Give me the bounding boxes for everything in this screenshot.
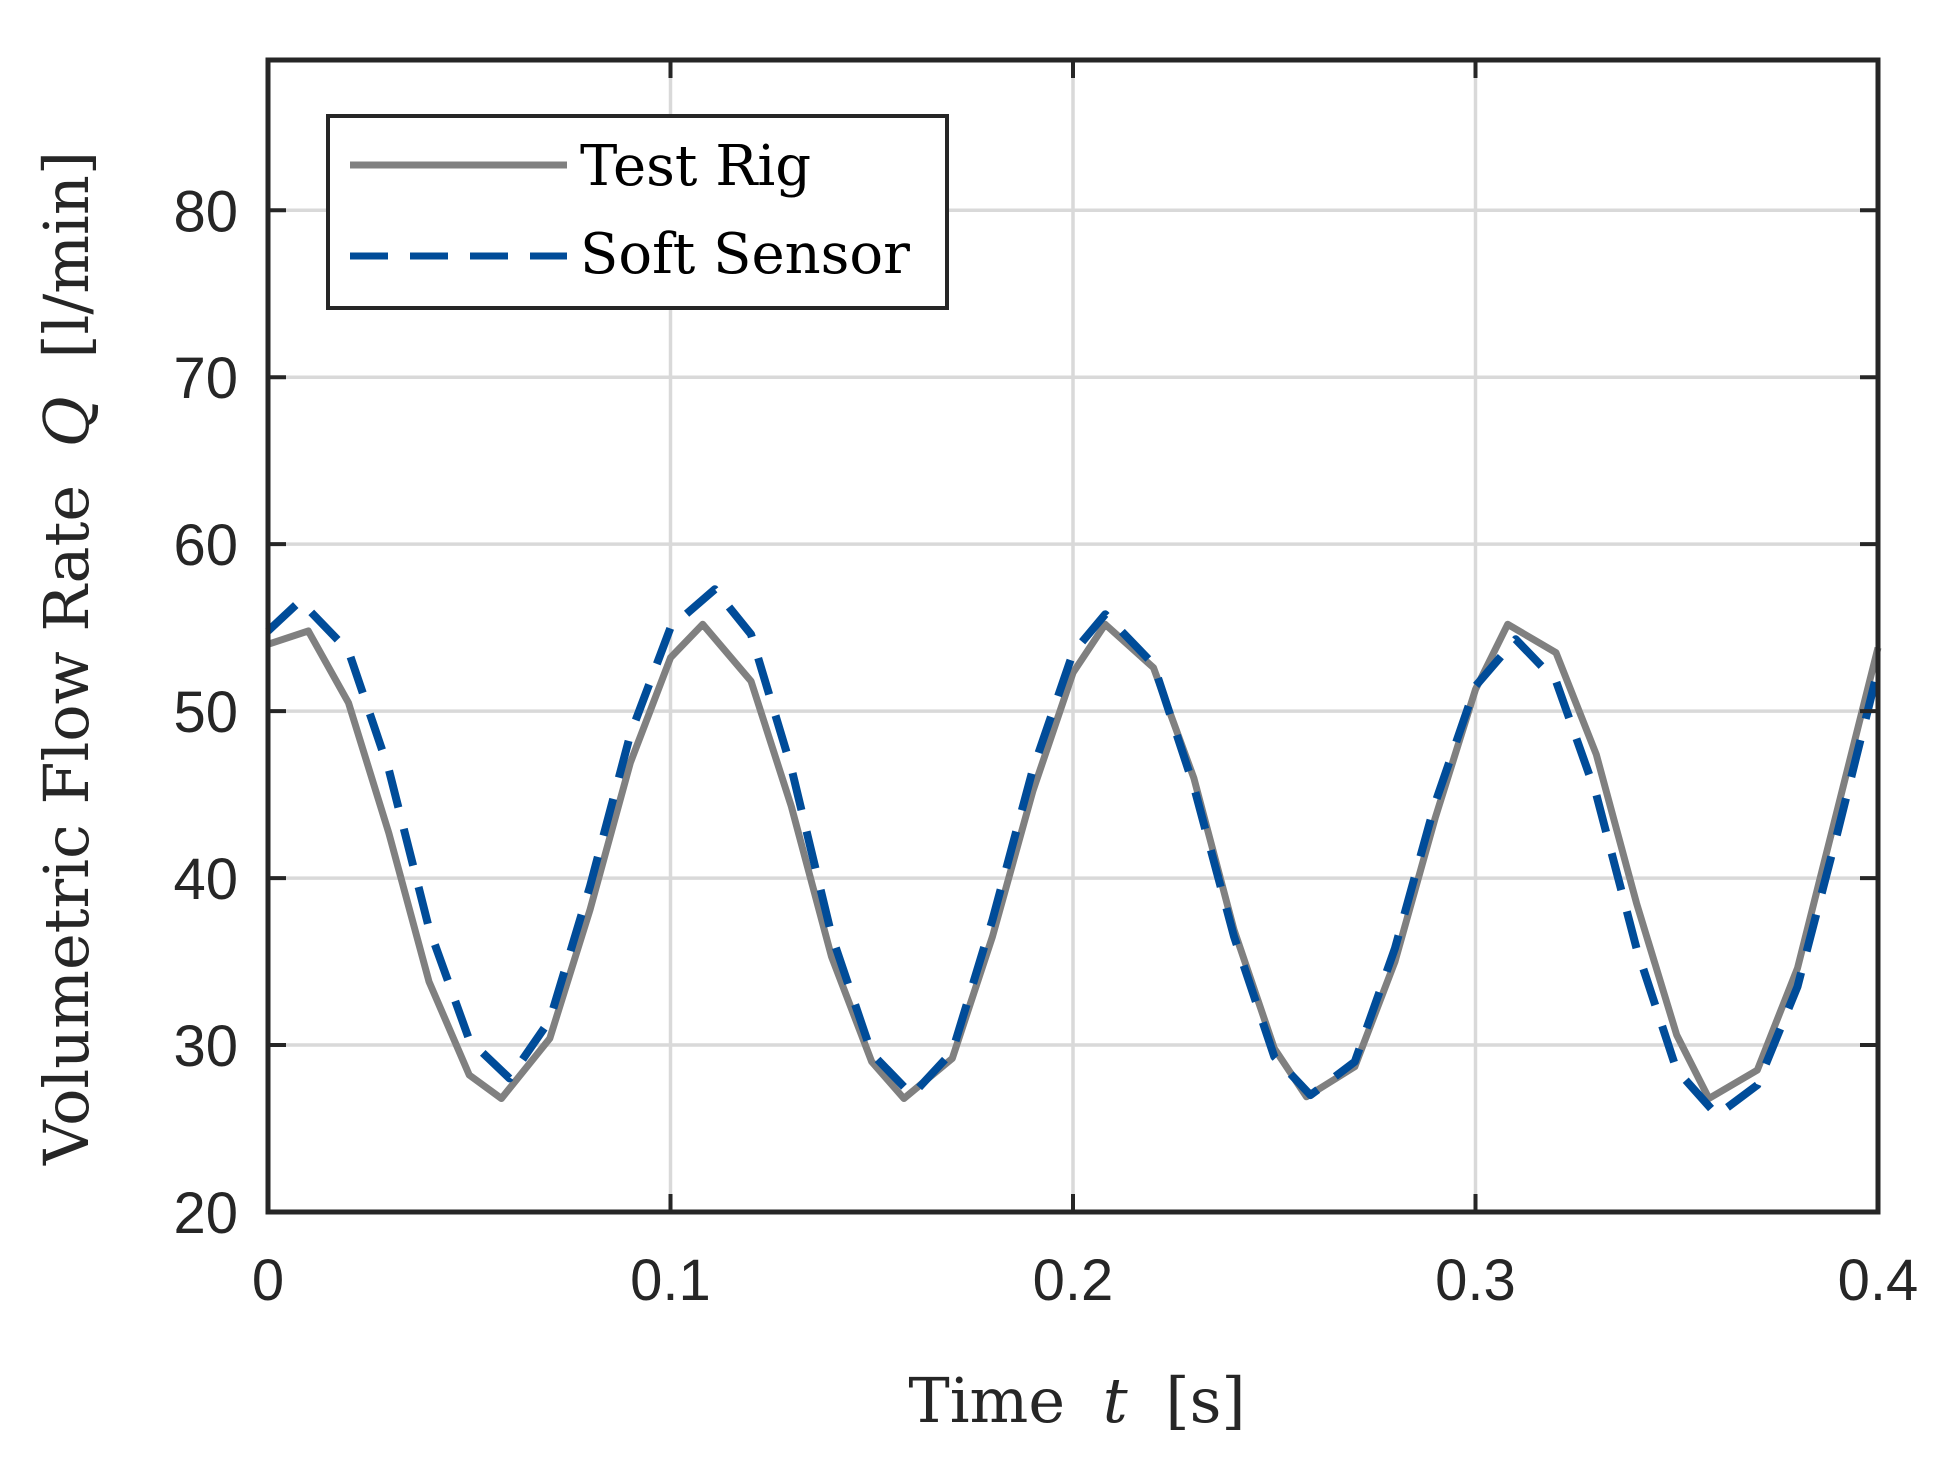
x-axis-label-unit: [s] [1165, 1364, 1245, 1437]
legend-box [326, 114, 949, 310]
legend: Test Rig Soft Sensor [326, 114, 949, 310]
y-tick-label: 50 [173, 680, 238, 745]
y-tick-label: 20 [173, 1181, 238, 1246]
x-axis-label-symbol: t [1103, 1364, 1128, 1437]
y-tick-label: 80 [173, 179, 238, 244]
x-axis-label: Time t [s] [908, 1364, 1245, 1437]
x-tick-label: 0.2 [1033, 1248, 1114, 1313]
y-axis-label-unit: [l/min] [30, 151, 103, 359]
x-axis-label-text: Time [908, 1364, 1065, 1437]
series-line-test-rig [266, 620, 1882, 1102]
series-line-soft-sensor [265, 585, 1882, 1120]
y-axis-label: Volumetric Flow Rate Q [l/min] [30, 151, 103, 1166]
y-tick-label: 30 [173, 1014, 238, 1079]
tick-labels: 0 0.1 0.2 0.3 0.4 20 30 40 50 60 70 80 [173, 179, 1918, 1313]
y-axis-label-text: Volumetric Flow Rate [30, 485, 103, 1166]
axes [265, 57, 1881, 1215]
series-group [265, 585, 1882, 1120]
x-tick-label: 0 [252, 1248, 284, 1313]
y-tick-label: 70 [173, 346, 238, 411]
legend-label-test-rig: Test Rig [580, 134, 811, 199]
y-axis-label-symbol: Q [30, 396, 103, 447]
y-tick-label: 60 [173, 513, 238, 578]
y-tick-label: 40 [173, 847, 238, 912]
x-tick-label: 0.4 [1838, 1248, 1919, 1313]
legend-label-soft-sensor: Soft Sensor [580, 222, 910, 287]
x-tick-label: 0.1 [630, 1248, 711, 1313]
x-tick-label: 0.3 [1435, 1248, 1516, 1313]
